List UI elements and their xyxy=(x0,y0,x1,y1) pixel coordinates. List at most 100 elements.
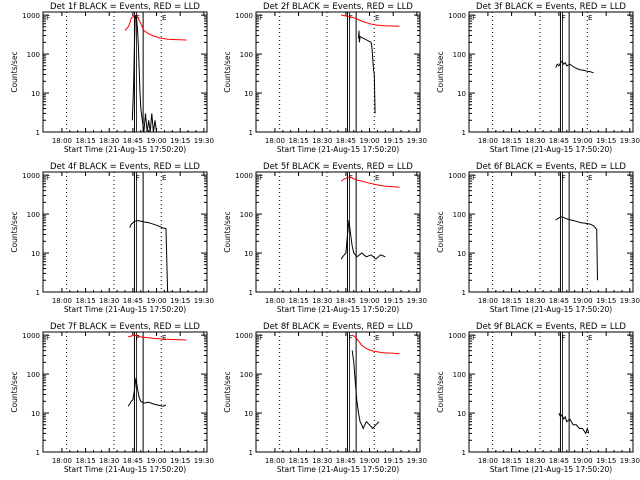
lld-series-line xyxy=(341,14,400,27)
y-tick-label: 1 xyxy=(462,129,466,137)
x-tick-label: 18:00 xyxy=(265,137,285,145)
events-series-line xyxy=(340,220,386,260)
y-tick-label: 100 xyxy=(240,371,253,379)
y-tick-label: 1 xyxy=(249,289,253,297)
y-axis-label: Counts/sec xyxy=(223,211,232,252)
marker-label-f-mid: F xyxy=(562,14,566,22)
x-tick-label: 18:15 xyxy=(75,297,95,305)
marker-label-f: F xyxy=(259,14,263,22)
marker-label-e: E xyxy=(588,14,592,22)
y-tick-label: 1 xyxy=(462,289,466,297)
y-tick-label: 10 xyxy=(31,250,40,258)
x-axis-label: Start Time (21-Aug-15 17:50:20) xyxy=(490,305,612,314)
marker-label-e: E xyxy=(375,14,379,22)
y-tick-label: 10 xyxy=(244,410,253,418)
x-tick-label: 19:00 xyxy=(359,297,379,305)
x-tick-label: 18:45 xyxy=(336,457,356,465)
y-axis-label: Counts/sec xyxy=(10,51,19,92)
y-tick-label: 100 xyxy=(453,371,466,379)
x-axis-label: Start Time (21-Aug-15 17:50:20) xyxy=(64,145,186,154)
plot-frame xyxy=(468,331,634,453)
marker-label-f-mid: F xyxy=(349,334,353,342)
plot-frame xyxy=(42,331,208,453)
x-tick-label: 19:00 xyxy=(146,457,166,465)
x-tick-label: 19:15 xyxy=(170,137,190,145)
x-tick-label: 18:30 xyxy=(312,137,332,145)
y-axis-label: Counts/sec xyxy=(223,371,232,412)
x-tick-label: 19:00 xyxy=(146,297,166,305)
marker-label-f-mid: F xyxy=(136,334,140,342)
marker-label-e: E xyxy=(162,14,166,22)
y-tick-label: 1 xyxy=(36,129,40,137)
marker-label-f: F xyxy=(472,174,476,182)
y-tick-label: 1 xyxy=(249,449,253,457)
events-series-line xyxy=(558,412,590,435)
x-tick-label: 19:00 xyxy=(572,457,592,465)
panel-title: Det 5f BLACK = Events, RED = LLD xyxy=(263,162,413,172)
x-axis-label: Start Time (21-Aug-15 17:50:20) xyxy=(277,145,399,154)
x-tick-label: 18:00 xyxy=(265,457,285,465)
y-axis-label: Counts/sec xyxy=(436,371,445,412)
x-tick-label: 18:45 xyxy=(549,457,569,465)
x-tick-label: 19:00 xyxy=(146,137,166,145)
y-tick-label: 10 xyxy=(457,410,466,418)
x-tick-label: 18:45 xyxy=(549,297,569,305)
y-axis-label: Counts/sec xyxy=(10,371,19,412)
x-tick-label: 18:45 xyxy=(336,137,356,145)
x-tick-label: 18:30 xyxy=(312,297,332,305)
x-tick-label: 18:30 xyxy=(312,457,332,465)
x-axis-label: Start Time (21-Aug-15 17:50:20) xyxy=(64,465,186,474)
lld-series-line xyxy=(124,14,187,41)
lld-series-line xyxy=(128,334,187,341)
x-tick-label: 18:15 xyxy=(501,297,521,305)
x-tick-label: 18:00 xyxy=(478,137,498,145)
y-tick-label: 100 xyxy=(27,51,40,59)
events-series-line xyxy=(358,30,376,114)
x-tick-label: 18:15 xyxy=(288,137,308,145)
events-series-line xyxy=(555,60,594,74)
y-tick-label: 100 xyxy=(240,211,253,219)
marker-label-f-mid: F xyxy=(349,14,353,22)
y-tick-label: 1000 xyxy=(235,172,253,180)
y-tick-label: 10 xyxy=(457,250,466,258)
x-tick-label: 19:30 xyxy=(620,297,640,305)
lld-series-line xyxy=(340,176,400,188)
marker-label-f-mid: F xyxy=(562,174,566,182)
y-tick-label: 1000 xyxy=(448,332,466,340)
x-tick-label: 18:15 xyxy=(288,297,308,305)
x-tick-label: 18:15 xyxy=(501,137,521,145)
x-axis-label: Start Time (21-Aug-15 17:50:20) xyxy=(277,465,399,474)
x-tick-label: 18:30 xyxy=(99,297,119,305)
x-tick-label: 18:00 xyxy=(52,137,72,145)
plot-frame xyxy=(468,11,634,133)
y-axis-label: Counts/sec xyxy=(436,211,445,252)
x-tick-label: 18:45 xyxy=(123,457,143,465)
panel-title: Det 2f BLACK = Events, RED = LLD xyxy=(263,2,413,12)
x-tick-label: 18:00 xyxy=(478,297,498,305)
x-tick-label: 19:15 xyxy=(170,457,190,465)
x-tick-label: 19:15 xyxy=(383,137,403,145)
y-tick-label: 1000 xyxy=(235,332,253,340)
marker-label-f-mid: F xyxy=(136,174,140,182)
x-tick-label: 19:00 xyxy=(359,137,379,145)
plot-frame xyxy=(42,171,208,293)
y-tick-label: 1000 xyxy=(22,332,40,340)
y-axis-label: Counts/sec xyxy=(10,211,19,252)
x-tick-label: 18:15 xyxy=(75,457,95,465)
plot-frame xyxy=(255,331,421,453)
y-tick-label: 100 xyxy=(453,211,466,219)
x-axis-label: Start Time (21-Aug-15 17:50:20) xyxy=(490,465,612,474)
marker-label-f: F xyxy=(259,334,263,342)
y-tick-label: 10 xyxy=(244,250,253,258)
panel-title: Det 1f BLACK = Events, RED = LLD xyxy=(50,2,200,12)
y-axis-label: Counts/sec xyxy=(223,51,232,92)
x-axis-label: Start Time (21-Aug-15 17:50:20) xyxy=(490,145,612,154)
events-series-line xyxy=(129,220,169,292)
